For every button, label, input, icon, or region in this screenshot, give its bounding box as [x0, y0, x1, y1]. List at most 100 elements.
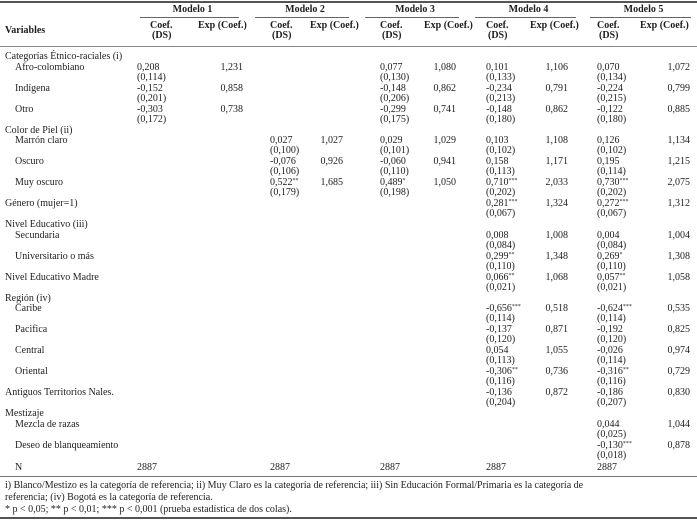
coef-value: -0,148 [380, 82, 406, 94]
coef-value: 0,101 [486, 61, 509, 73]
coef-header-line1: Coef. [597, 20, 620, 31]
significance-stars: *** [622, 304, 632, 310]
ds-value: (0,201) [137, 92, 167, 104]
ds-value: (0,100) [270, 145, 300, 156]
coef-value: -0,186 [597, 387, 623, 398]
coef-value: -0,299 [380, 103, 406, 115]
ds-value: (0,110) [486, 260, 515, 272]
end-rule [0, 517, 697, 519]
coef-value: 0,044 [597, 418, 620, 430]
model-header-4: Modelo 4 [508, 4, 549, 15]
significance-stars: ** [508, 251, 515, 258]
exp-value: 1,080 [433, 61, 457, 73]
variables-header: Variables [5, 25, 46, 36]
model-underline [140, 17, 239, 18]
footnote-2: referencia; (iv) Bogotá es la categoría … [5, 492, 213, 503]
significance-stars: *** [508, 199, 518, 205]
ds-value: (0,114) [597, 313, 626, 324]
exp-value: 1,348 [545, 250, 569, 262]
exp-value: 1,050 [433, 177, 457, 188]
exp-header: Exp (Coef.) [198, 20, 247, 31]
ds-value: (0,175) [380, 113, 410, 125]
ds-value: (0,180) [486, 113, 516, 125]
ds-value: (0,116) [486, 376, 515, 387]
exp-value: 0,941 [433, 156, 457, 167]
ds-value: (0,110) [597, 260, 626, 272]
exp-value: 0,799 [667, 82, 691, 94]
coef-value: 0,008 [486, 229, 509, 241]
coef-header-line1: Coef. [150, 20, 173, 31]
exp-value: 0,518 [545, 303, 569, 314]
coef-value: -0,026 [597, 345, 623, 356]
n-value: 2887 [486, 461, 506, 473]
coef-value: -0,152 [137, 82, 163, 94]
significance-stars: ** [508, 272, 515, 279]
header-rule [0, 46, 697, 47]
model-underline [475, 17, 576, 18]
exp-value: 1,029 [433, 135, 457, 146]
coef-value: 0,710*** [486, 177, 518, 188]
exp-header: Exp (Coef.) [530, 20, 579, 31]
exp-value: 2,075 [667, 177, 691, 188]
row-label: Indígena [15, 82, 50, 94]
exp-value: 1,055 [545, 345, 569, 356]
row-label: Afro-colombiano [15, 61, 85, 73]
row-label: Antiguos Territorios Nales. [5, 387, 114, 398]
coef-header-line2: (DS) [152, 30, 172, 41]
coef-value: -0,316** [597, 366, 629, 377]
ds-value: (0,114) [597, 355, 626, 366]
coef-header-line2: (DS) [382, 30, 402, 41]
exp-value: 1,106 [545, 61, 569, 73]
row-label: Región (iv) [5, 292, 51, 304]
coef-value: -0,224 [597, 82, 623, 94]
row-label: Deseo de blanqueamiento [15, 439, 119, 451]
bottom-table-rule [0, 476, 697, 477]
ds-value: (0,202) [486, 187, 516, 198]
ds-value: (0,113) [486, 355, 515, 366]
coef-value: 0,730*** [597, 177, 629, 188]
ds-value: (0,067) [597, 208, 627, 219]
exp-value: 0,535 [667, 303, 691, 314]
row-label: Oriental [15, 366, 48, 377]
exp-value: 0,858 [220, 82, 244, 94]
coef-header-line2: (DS) [599, 30, 619, 41]
coef-value: 0,066** [486, 271, 515, 283]
ds-value: (0,102) [486, 145, 516, 156]
exp-value: 1,324 [545, 198, 569, 209]
n-value: 2887 [380, 461, 400, 473]
ds-value: (0,116) [597, 376, 626, 387]
ds-value: (0,130) [380, 71, 410, 83]
ds-value: (0,202) [597, 187, 627, 198]
significance-stars: *** [511, 304, 521, 310]
coef-value: -0,624*** [597, 303, 632, 314]
coef-value: -0,192 [597, 324, 623, 335]
exp-value: 1,044 [667, 418, 691, 430]
row-label: Mezcla de razas [15, 418, 80, 430]
exp-value: 0,862 [545, 103, 569, 115]
coef-value: 0,126 [597, 135, 620, 146]
ds-value: (0,114) [486, 313, 515, 324]
exp-value: 1,312 [667, 198, 691, 209]
significance-stars: * [402, 178, 406, 184]
coef-header-line2: (DS) [488, 30, 508, 41]
exp-header: Exp (Coef.) [640, 20, 689, 31]
coef-header-line1: Coef. [486, 20, 509, 31]
row-label: Mestizaje [5, 408, 44, 419]
exp-value: 1,108 [545, 135, 569, 146]
coef-value: 0,522** [270, 177, 299, 188]
ds-value: (0,067) [486, 208, 516, 219]
exp-value: 0,926 [320, 156, 344, 167]
n-value: 2887 [270, 461, 290, 473]
coef-header-line1: Coef. [270, 20, 293, 31]
coef-value: 0,299** [486, 250, 515, 262]
coef-header-line1: Coef. [380, 20, 403, 31]
exp-value: 1,072 [667, 61, 691, 73]
exp-value: 0,974 [667, 345, 691, 356]
row-label: Categorías Étnico-raciales (i) [5, 51, 123, 62]
coef-value: 0,070 [597, 61, 620, 73]
exp-value: 1,008 [545, 229, 569, 241]
ds-value: (0,113) [486, 166, 515, 177]
significance-stars: ** [619, 272, 626, 279]
coef-value: 0,057** [597, 271, 626, 283]
coef-value: 0,029 [380, 135, 403, 146]
